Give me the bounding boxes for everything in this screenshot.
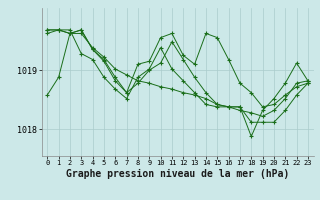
X-axis label: Graphe pression niveau de la mer (hPa): Graphe pression niveau de la mer (hPa) — [66, 169, 289, 179]
